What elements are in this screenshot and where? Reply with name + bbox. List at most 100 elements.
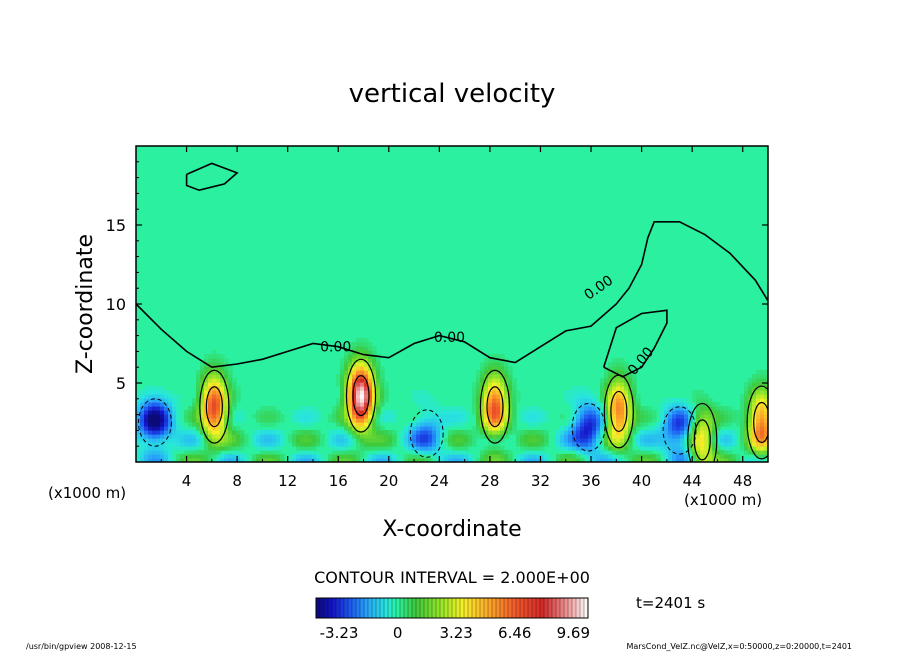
field-cell (616, 378, 621, 383)
field-cell (580, 418, 585, 423)
colorbar-tick-label: 3.23 (439, 624, 472, 642)
field-cell (620, 438, 625, 443)
field-cell (280, 458, 285, 462)
field-cell (352, 390, 357, 395)
field-cell (664, 406, 669, 411)
field-cell (364, 362, 369, 367)
field-cell (500, 390, 505, 395)
field-cell (476, 430, 481, 435)
field-cell (368, 426, 373, 431)
field-cell (600, 382, 605, 387)
field-cell (504, 422, 509, 427)
field-cell (136, 390, 141, 395)
field-cell (600, 378, 605, 383)
field-cell (492, 454, 497, 459)
field-cell (636, 450, 641, 455)
colorbar-cell (443, 597, 449, 619)
field-cell (228, 426, 233, 431)
field-cell (360, 342, 365, 347)
field-cell (264, 438, 269, 443)
field-cell (292, 434, 297, 439)
field-cell (144, 442, 149, 447)
field-cell (616, 414, 621, 419)
field-cell (428, 458, 433, 462)
field-cell (500, 402, 505, 407)
field-cell (572, 454, 577, 459)
field-cell (208, 454, 213, 459)
field-cell (212, 358, 217, 363)
field-cell (648, 406, 653, 411)
field-cell (140, 442, 145, 447)
field-cell (412, 442, 417, 447)
field-cell (176, 394, 181, 399)
field-cell (344, 450, 349, 455)
field-cell (680, 418, 685, 423)
field-cell (700, 410, 705, 415)
field-cell (664, 430, 669, 435)
field-cell (520, 434, 525, 439)
field-cell (436, 446, 441, 451)
field-cell (756, 450, 761, 455)
field-cell (300, 438, 305, 443)
field-cell (416, 450, 421, 455)
field-cell (504, 374, 509, 379)
field-cell (348, 422, 353, 427)
field-cell (496, 378, 501, 383)
field-cell (652, 434, 657, 439)
field-cell (496, 434, 501, 439)
field-cell (304, 410, 309, 415)
field-cell (268, 446, 273, 451)
field-cell (364, 458, 369, 462)
field-cell (636, 406, 641, 411)
field-cell (352, 434, 357, 439)
field-cell (360, 438, 365, 443)
field-cell (700, 442, 705, 447)
field-cell (204, 418, 209, 423)
field-cell (300, 458, 305, 462)
field-cell (224, 430, 229, 435)
field-cell (568, 398, 573, 403)
field-cell (268, 442, 273, 447)
field-cell (588, 422, 593, 427)
field-cell (156, 402, 161, 407)
field-cell (576, 442, 581, 447)
field-cell (172, 406, 177, 411)
field-cell (320, 442, 325, 447)
field-cell (276, 414, 281, 419)
field-cell (684, 426, 689, 431)
field-cell (472, 442, 477, 447)
field-cell (348, 374, 353, 379)
field-cell (224, 406, 229, 411)
field-cell (380, 430, 385, 435)
field-cell (340, 374, 345, 379)
field-cell (176, 414, 181, 419)
field-cell (544, 438, 549, 443)
field-cell (196, 382, 201, 387)
field-cell (356, 382, 361, 387)
field-cell (196, 450, 201, 455)
field-cell (592, 454, 597, 459)
field-cell (372, 418, 377, 423)
field-cell (344, 442, 349, 447)
field-cell (616, 410, 621, 415)
field-cell (504, 414, 509, 419)
field-cell (764, 370, 768, 375)
field-cell (496, 430, 501, 435)
field-cell (684, 458, 689, 462)
field-cell (436, 450, 441, 455)
field-cell (364, 382, 369, 387)
downdraft-contour (409, 409, 444, 458)
field-cell (584, 418, 589, 423)
field-cell (488, 406, 493, 411)
field-cell (728, 410, 733, 415)
field-cell (256, 442, 261, 447)
field-cell (300, 430, 305, 435)
field-cell (220, 422, 225, 427)
colorbar-tick-label: 0 (393, 624, 403, 642)
field-cell (500, 446, 505, 451)
field-cell (360, 390, 365, 395)
field-cell (336, 438, 341, 443)
field-cell (176, 438, 181, 443)
field-cell (672, 442, 677, 447)
field-cell (252, 442, 257, 447)
